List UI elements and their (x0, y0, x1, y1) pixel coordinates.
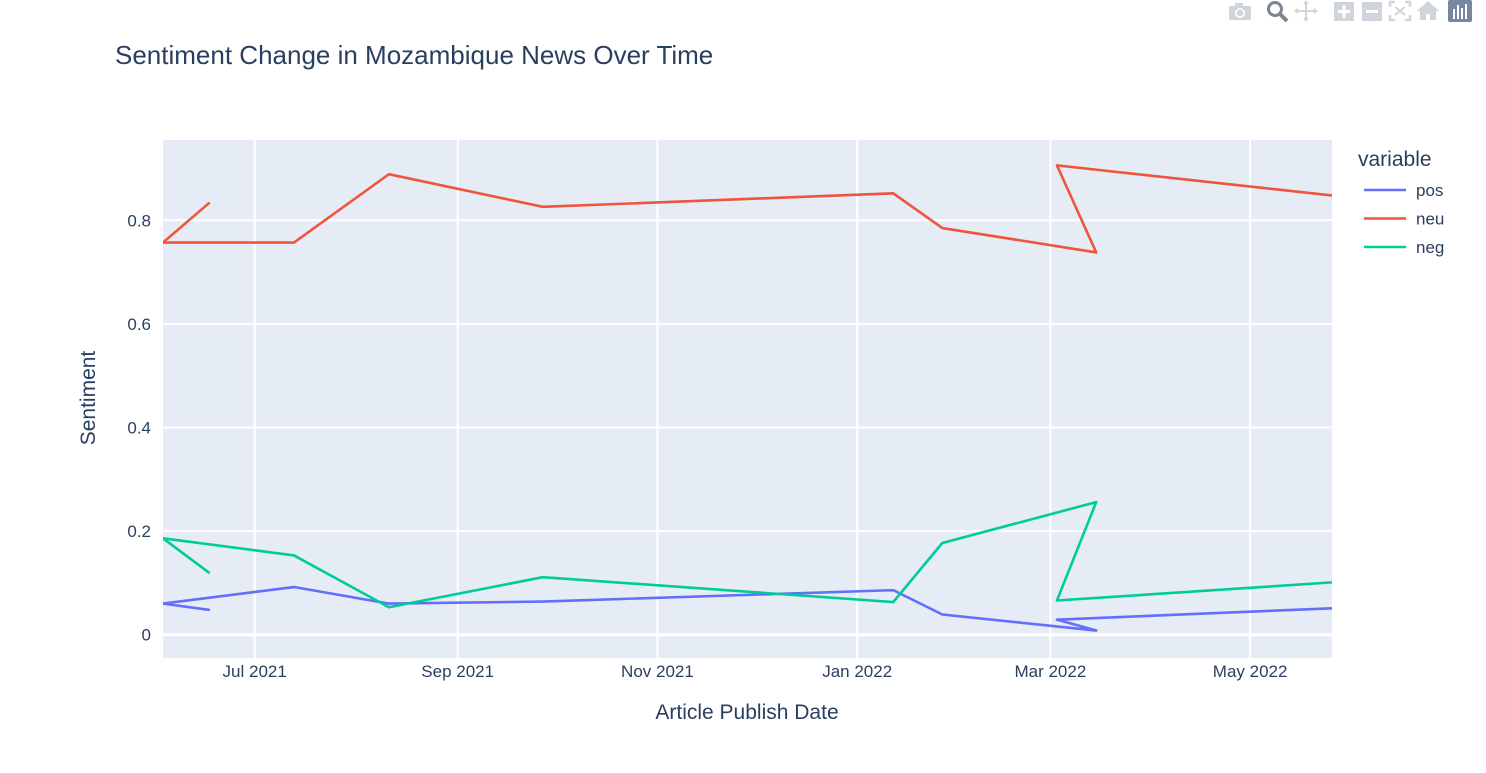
y-tick-labels: 0 0.2 0.4 0.6 0.8 (127, 211, 151, 644)
x-tick-label: Sep 2021 (421, 662, 494, 681)
pan-icon[interactable] (1292, 0, 1320, 22)
legend-label: neu (1416, 210, 1444, 229)
legend-label: neg (1416, 238, 1444, 257)
camera-icon[interactable] (1226, 0, 1254, 22)
x-tick-label: May 2022 (1213, 662, 1288, 681)
y-gridlines (163, 219, 1332, 637)
plotly-logo-icon[interactable] (1448, 0, 1472, 22)
series-line-neu[interactable] (163, 164, 1332, 254)
zoom-in-icon[interactable] (1330, 0, 1358, 22)
legend-item-pos[interactable]: pos (1364, 181, 1443, 200)
reset-axes-icon[interactable] (1414, 0, 1442, 22)
y-tick-label: 0.6 (127, 315, 151, 334)
legend-item-neu[interactable]: neu (1364, 210, 1444, 229)
y-tick-label: 0.4 (127, 418, 151, 437)
plot-area[interactable] (163, 140, 1332, 658)
zoom-icon[interactable] (1264, 0, 1292, 22)
x-gridlines (253, 140, 1252, 658)
series-line-pos[interactable] (163, 585, 1332, 632)
legend-item-neg[interactable]: neg (1364, 238, 1444, 257)
zoom-out-icon[interactable] (1358, 0, 1386, 22)
legend-title: variable (1358, 148, 1432, 171)
autoscale-icon[interactable] (1386, 0, 1414, 22)
x-axis-title: Article Publish Date (655, 701, 838, 724)
series-line-neg[interactable] (163, 500, 1332, 609)
x-tick-label: Nov 2021 (621, 662, 694, 681)
y-tick-label: 0.2 (127, 522, 151, 541)
legend: variable pos neu neg (1358, 148, 1444, 257)
chart-title: Sentiment Change in Mozambique News Over… (115, 40, 713, 70)
x-tick-label: Mar 2022 (1014, 662, 1086, 681)
x-tick-labels: Jul 2021 Sep 2021 Nov 2021 Jan 2022 Mar 2022… (223, 662, 1288, 681)
x-tick-label: Jul 2021 (223, 662, 287, 681)
y-tick-label: 0 (142, 626, 151, 645)
series-lines (163, 164, 1332, 632)
y-tick-label: 0.8 (127, 211, 151, 230)
legend-label: pos (1416, 181, 1443, 200)
x-tick-label: Jan 2022 (822, 662, 892, 681)
modebar (1226, 0, 1472, 22)
y-axis-title: Sentiment (77, 351, 100, 446)
